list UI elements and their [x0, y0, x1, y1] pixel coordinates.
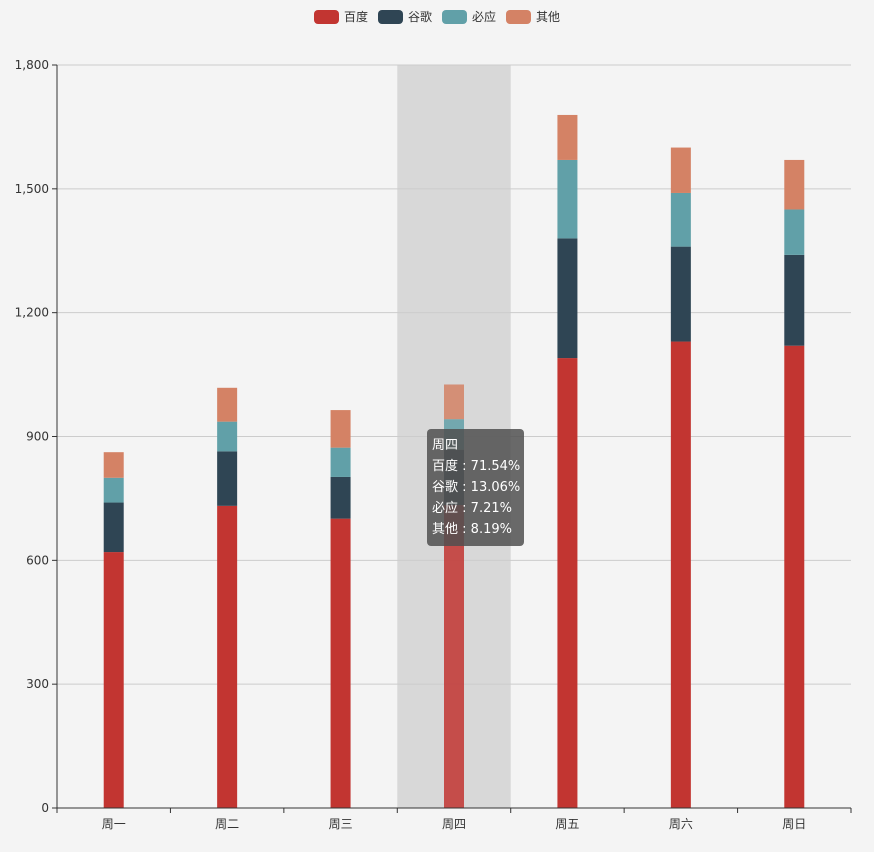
x-tick-label-0: 周一	[102, 817, 126, 831]
y-tick-label-6: 1,800	[15, 58, 49, 72]
legend-swatch-0	[313, 9, 339, 24]
bar-5-0	[670, 341, 691, 808]
legend-item-1[interactable]: 谷歌	[377, 8, 432, 25]
x-tick-label-6: 周日	[782, 817, 806, 831]
bar-2-0	[330, 518, 351, 808]
legend-label-1: 谷歌	[407, 10, 432, 24]
tooltip-row-1-name: 谷歌	[432, 480, 459, 495]
bar-4-3	[557, 114, 578, 160]
bar-0-3	[103, 452, 124, 478]
bar-2-2	[330, 447, 351, 477]
bar-5-1	[670, 246, 691, 342]
tooltip-row-2-name: 必应	[432, 501, 459, 516]
bar-1-3	[217, 387, 238, 422]
x-tick-label-1: 周二	[215, 817, 239, 831]
x-tick-label-3: 周四	[442, 817, 466, 831]
bar-6-1	[784, 254, 805, 346]
legend-swatch-3	[506, 9, 532, 24]
y-tick-label-4: 1,200	[15, 306, 49, 320]
tooltip-row-1: 谷歌 : 13.06%	[432, 480, 521, 495]
bar-2-3	[330, 410, 351, 448]
bar-5-2	[670, 192, 691, 247]
legend-swatch-1	[377, 9, 403, 24]
tooltip-row-3-value: 8.19%	[470, 522, 512, 537]
bar-1-1	[217, 451, 238, 506]
bar-0-0	[103, 552, 124, 808]
legend-label-0: 百度	[343, 10, 368, 24]
legend-label-3: 其他	[536, 10, 561, 24]
legend-item-2[interactable]: 必应	[442, 8, 496, 25]
bar-4-1	[557, 238, 578, 359]
bar-3-0	[444, 505, 464, 808]
bar-0-2	[103, 477, 124, 503]
tooltip-row-0-name: 百度	[432, 459, 459, 474]
bar-4-0	[557, 358, 578, 808]
bar-4-2	[557, 159, 578, 239]
legend-item-3[interactable]: 其他	[506, 8, 560, 25]
tooltip-row-3: 其他 : 8.19%	[432, 522, 512, 537]
y-tick-label-3: 900	[26, 430, 49, 444]
x-tick-label-2: 周三	[329, 817, 353, 831]
tooltip-title: 周四	[432, 438, 459, 453]
bar-6-2	[784, 209, 805, 255]
legend-item-0[interactable]: 百度	[313, 8, 368, 25]
bar-5-3	[670, 147, 691, 193]
tooltip: 周四 百度 : 71.54% 谷歌 : 13.06% 必应 : 7.21% 其他…	[427, 429, 524, 546]
legend: 百度 谷歌 必应 其他	[0, 8, 874, 25]
y-tick-label-1: 300	[26, 677, 49, 691]
legend-label-2: 必应	[472, 10, 497, 24]
tooltip-row-2: 必应 : 7.21%	[432, 501, 512, 516]
tooltip-row-1-value: 13.06%	[470, 480, 521, 495]
tooltip-row-0: 百度 : 71.54%	[432, 459, 521, 474]
x-tick-label-5: 周六	[669, 817, 693, 831]
bar-0-1	[103, 502, 124, 553]
y-tick-label-0: 0	[41, 801, 49, 815]
tooltip-row-0-value: 71.54%	[470, 459, 521, 474]
bar-1-2	[217, 421, 238, 452]
bar-6-3	[784, 159, 805, 210]
legend-swatch-2	[442, 9, 467, 24]
bar-6-0	[784, 345, 805, 808]
x-tick-label-4: 周五	[555, 817, 579, 831]
bar-2-1	[330, 476, 351, 519]
y-tick-label-2: 600	[26, 553, 49, 567]
bar-3-3	[444, 384, 464, 420]
y-tick-label-5: 1,500	[15, 182, 49, 196]
tooltip-row-2-value: 7.21%	[470, 501, 512, 516]
bar-1-0	[217, 505, 238, 808]
tooltip-row-3-name: 其他	[432, 522, 459, 537]
